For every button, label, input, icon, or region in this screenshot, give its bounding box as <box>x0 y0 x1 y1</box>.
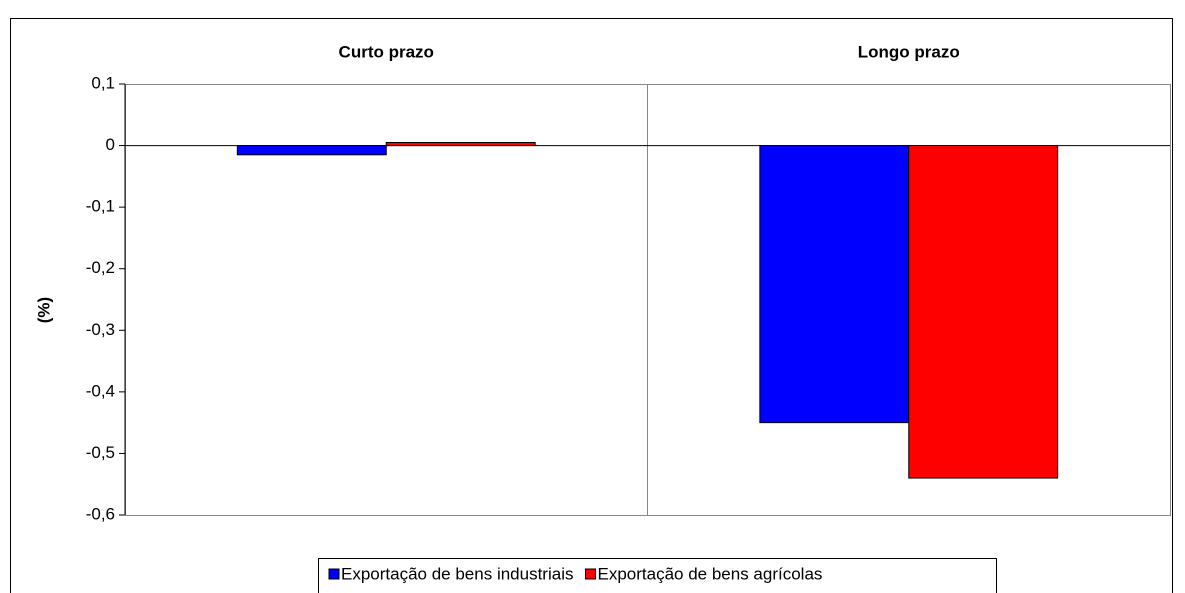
category-label: Longo prazo <box>858 42 960 61</box>
y-tick-label: -0,6 <box>86 504 115 523</box>
chart-frame <box>10 18 1173 593</box>
bar <box>236 145 387 156</box>
y-tick-label: -0,1 <box>86 197 115 216</box>
bar <box>908 145 1059 479</box>
y-tick-label: 0,1 <box>91 73 115 92</box>
category-label: Curto prazo <box>339 42 434 61</box>
legend-label: Exportação de bens industriais <box>341 564 573 583</box>
y-tick-label: -0,2 <box>86 258 115 277</box>
legend-swatch <box>328 568 340 580</box>
legend-swatch <box>584 568 596 580</box>
y-tick-label: -0,4 <box>86 381 115 400</box>
legend-box <box>318 558 997 593</box>
legend-label: Exportação de bens agrícolas <box>597 564 822 583</box>
y-tick-label: 0 <box>106 135 115 154</box>
y-axis-label: (%) <box>34 297 53 323</box>
y-tick-label: -0,5 <box>86 443 115 462</box>
bar <box>759 145 910 424</box>
y-tick-label: -0,3 <box>86 320 115 339</box>
bar <box>385 141 536 147</box>
